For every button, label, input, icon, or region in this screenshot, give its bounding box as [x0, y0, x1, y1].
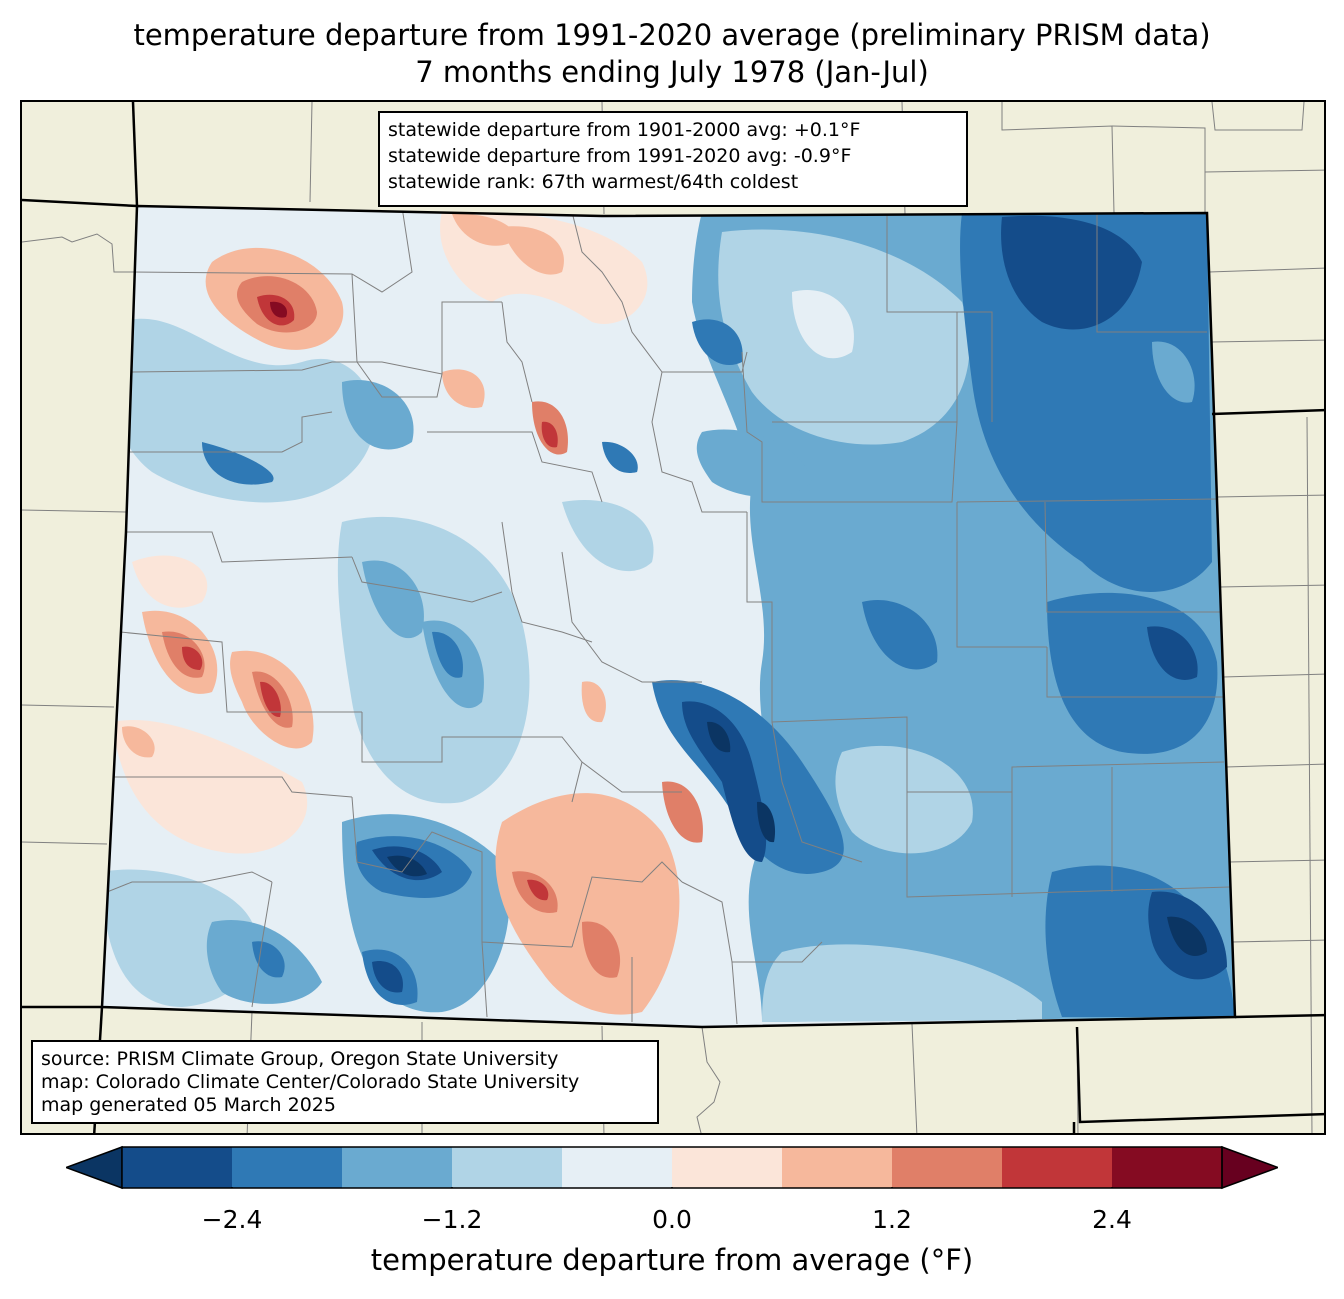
map-title-line2: 7 months ending July 1978 (Jan-Jul) — [415, 55, 929, 89]
colorbar-tick-label: −1.2 — [421, 1205, 483, 1234]
colorbar-segment — [892, 1147, 1002, 1188]
map-title-line1: temperature departure from 1991-2020 ave… — [133, 18, 1211, 52]
colorbar-tick-label: 2.4 — [1092, 1205, 1132, 1234]
stats-departure-1991-2020: statewide departure from 1991-2020 avg: … — [388, 145, 852, 167]
colorbar-label: temperature departure from average (°F) — [370, 1243, 974, 1277]
temperature-departure-field — [102, 206, 1235, 1027]
colorbar-segment — [562, 1147, 672, 1188]
colorbar-segment — [782, 1147, 892, 1188]
colorbar-segment — [1112, 1147, 1222, 1188]
colorbar-tick-label: 1.2 — [872, 1205, 912, 1234]
colorbar — [66, 1145, 1278, 1190]
state-boundaries — [22, 102, 1324, 1133]
colorado-map — [22, 102, 1324, 1133]
colorbar-segment — [122, 1147, 232, 1188]
colorbar-tick-label: 0.0 — [652, 1205, 692, 1234]
colorbar-segment — [672, 1147, 782, 1188]
source-credit-box: source: PRISM Climate Group, Oregon Stat… — [31, 1040, 659, 1124]
colorbar-segment — [452, 1147, 562, 1188]
map-panel — [20, 100, 1326, 1135]
stats-rank: statewide rank: 67th warmest/64th coldes… — [388, 171, 799, 193]
colorbar-segment — [1002, 1147, 1112, 1188]
map-generated-line: map generated 05 March 2025 — [41, 1094, 336, 1116]
colorbar-over-arrow — [1221, 1145, 1278, 1190]
colorado-county-lines — [106, 206, 1231, 1025]
source-line: source: PRISM Climate Group, Oregon Stat… — [41, 1048, 559, 1070]
colorbar-tick-label: −2.4 — [201, 1205, 263, 1234]
colorbar-segment — [232, 1147, 342, 1188]
map-credit-line: map: Colorado Climate Center/Colorado St… — [41, 1071, 580, 1093]
colorbar-under-arrow — [66, 1145, 123, 1190]
colorbar-segment — [342, 1147, 452, 1188]
stats-departure-1901-2000: statewide departure from 1901-2000 avg: … — [388, 119, 861, 141]
statewide-stats-box: statewide departure from 1901-2000 avg: … — [378, 111, 968, 207]
